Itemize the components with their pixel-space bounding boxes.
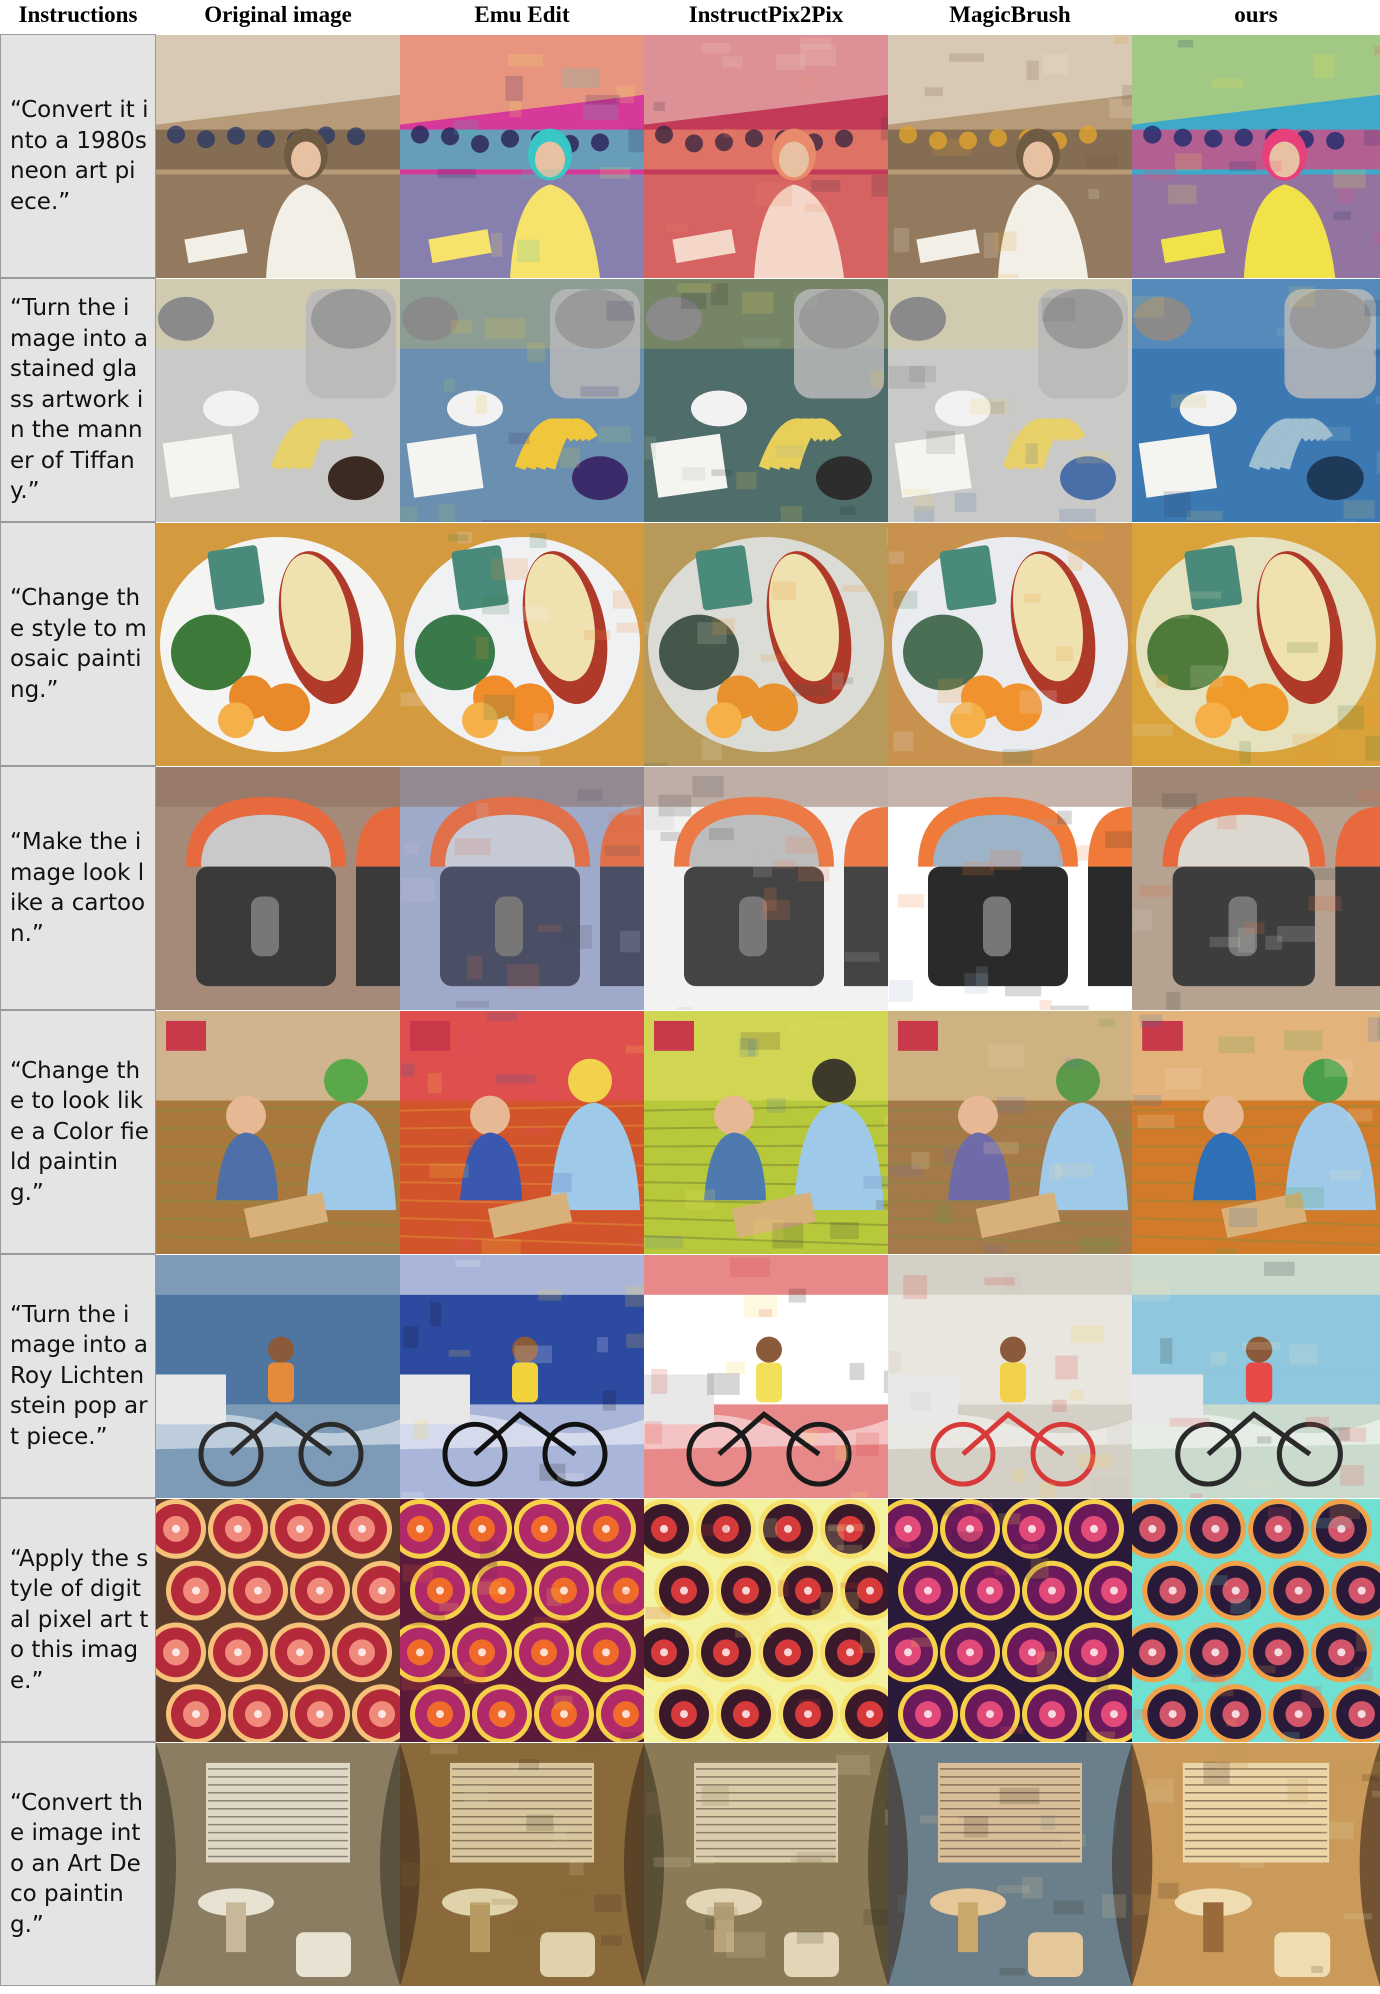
original-image	[156, 1498, 400, 1742]
original-image	[156, 278, 400, 522]
header-emu-edit: Emu Edit	[474, 2, 570, 27]
header-magicbrush: MagicBrush	[949, 2, 1071, 27]
instruction-cell: “Make the image look like a cartoon.”	[0, 766, 156, 1010]
instruction-text: “Change the style to mosaic painting.”	[10, 585, 147, 703]
original-image	[156, 1010, 400, 1254]
emu-edit-image	[400, 278, 644, 522]
instruction-cell: “Convert it into a 1980s neon art piece.…	[0, 34, 156, 278]
instructpix2pix-image	[644, 1742, 888, 1986]
ours-image	[1132, 1010, 1380, 1254]
ours-image	[1132, 1498, 1380, 1742]
emu-edit-image	[400, 1010, 644, 1254]
instruction-cell: “Apply the style of digital pixel art to…	[0, 1498, 156, 1742]
header-instructpix2pix: InstructPix2Pix	[688, 2, 844, 27]
magicbrush-image	[888, 1742, 1132, 1986]
magicbrush-image	[888, 34, 1132, 278]
magicbrush-image	[888, 1254, 1132, 1498]
instruction-text: “Convert the image into an Art Deco pain…	[10, 1789, 143, 1938]
instruction-text: “Turn the image into a stained glass art…	[10, 295, 149, 505]
ours-image	[1132, 278, 1380, 522]
instructpix2pix-image	[644, 1254, 888, 1498]
header-original: Original image	[204, 2, 352, 27]
original-image	[156, 1742, 400, 1986]
instructpix2pix-image	[644, 766, 888, 1010]
instructpix2pix-image	[644, 34, 888, 278]
emu-edit-image	[400, 34, 644, 278]
original-image	[156, 522, 400, 766]
emu-edit-image	[400, 1742, 644, 1986]
instructpix2pix-image	[644, 1498, 888, 1742]
instruction-text: “Apply the style of digital pixel art to…	[10, 1545, 149, 1694]
instructpix2pix-image	[644, 522, 888, 766]
ours-image	[1132, 766, 1380, 1010]
emu-edit-image	[400, 1498, 644, 1742]
header-ours: ours	[1234, 2, 1278, 27]
instructpix2pix-image	[644, 278, 888, 522]
instruction-cell: “Change the style to mosaic painting.”	[0, 522, 156, 766]
instruction-text: “Convert it into a 1980s neon art piece.…	[10, 97, 149, 215]
original-image	[156, 34, 400, 278]
instruction-text: “Make the image look like a cartoon.”	[10, 829, 146, 947]
instruction-cell: “Turn the image into a stained glass art…	[0, 278, 156, 522]
instruction-cell: “Turn the image into a Roy Lichtenstein …	[0, 1254, 156, 1498]
emu-edit-image	[400, 1254, 644, 1498]
ours-image	[1132, 522, 1380, 766]
magicbrush-image	[888, 278, 1132, 522]
instruction-cell: “Convert the image into an Art Deco pain…	[0, 1742, 156, 1986]
instructpix2pix-image	[644, 1010, 888, 1254]
magicbrush-image	[888, 1498, 1132, 1742]
emu-edit-image	[400, 766, 644, 1010]
original-image	[156, 766, 400, 1010]
original-image	[156, 1254, 400, 1498]
header-instructions: Instructions	[18, 2, 138, 27]
emu-edit-image	[400, 522, 644, 766]
magicbrush-image	[888, 522, 1132, 766]
ours-image	[1132, 1742, 1380, 1986]
ours-image	[1132, 34, 1380, 278]
instruction-text: “Change the to look like a Color field p…	[10, 1057, 149, 1206]
magicbrush-image	[888, 1010, 1132, 1254]
instruction-text: “Turn the image into a Roy Lichtenstein …	[10, 1301, 149, 1450]
magicbrush-image	[888, 766, 1132, 1010]
instruction-cell: “Change the to look like a Color field p…	[0, 1010, 156, 1254]
ours-image	[1132, 1254, 1380, 1498]
